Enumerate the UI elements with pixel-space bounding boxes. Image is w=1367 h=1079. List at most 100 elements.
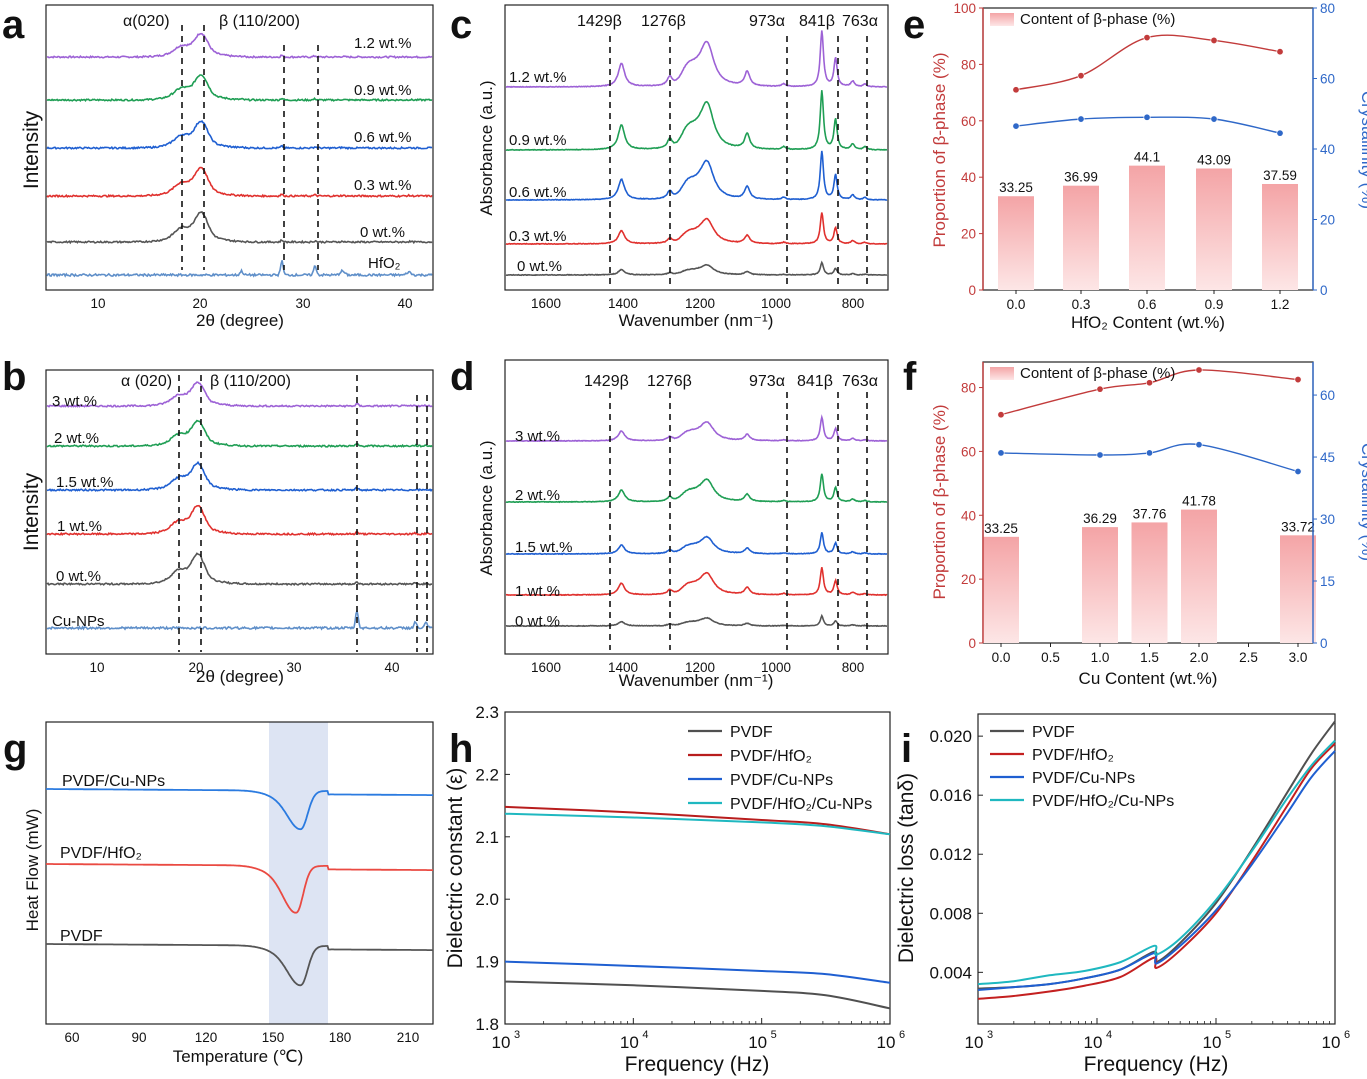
- x-tick-label: 10: [877, 1033, 896, 1052]
- bar-3: [1131, 522, 1168, 643]
- trace-label-a-2: 0.9 wt.%: [354, 82, 412, 99]
- trace-label-d-5: 0 wt.%: [515, 613, 560, 630]
- series-point-2-3: [1143, 113, 1151, 121]
- legend-label-4: PVDF/HfO₂/Cu-NPs: [730, 796, 872, 813]
- trace-label-d-1: 3 wt.%: [515, 428, 560, 445]
- x-tick-exponent: 5: [1225, 1029, 1231, 1041]
- panel-d-band-1: 1429β: [584, 373, 629, 390]
- bar-value-label-1: 33.25: [999, 180, 1033, 195]
- panel-e-y2label: Crystallinity (%): [1358, 91, 1367, 209]
- yleft-tick-label: 0: [968, 283, 976, 298]
- y-tick-label: 0.012: [929, 845, 972, 864]
- legend-label-2: PVDF/HfO₂: [730, 748, 812, 765]
- trace-label-c-5: 0 wt.%: [517, 258, 562, 275]
- panel-a-frame: [45, 4, 434, 291]
- panel-h-label: h: [449, 727, 473, 771]
- yleft-tick-label: 100: [953, 1, 976, 16]
- x-tick-label: 0.9: [1205, 297, 1224, 312]
- panel-c-band-4: 841β: [799, 13, 835, 30]
- legend-label-3: PVDF/Cu-NPs: [730, 772, 833, 789]
- ftir-trace-5: [505, 613, 888, 628]
- panel-b-xlabel: 2θ (degree): [196, 667, 284, 686]
- x-tick-label: 10: [620, 1033, 639, 1052]
- panel-b-xticks: 10 20 30 40: [89, 660, 399, 675]
- x-tick-label: 1.0: [1091, 650, 1110, 665]
- yleft-tick-label: 60: [961, 114, 976, 129]
- panel-a-alpha-label: α(020): [123, 13, 170, 30]
- legend-label-2: PVDF/HfO₂: [1032, 747, 1114, 764]
- yright-tick-label: 80: [1320, 1, 1335, 16]
- x-tick-label: 0.5: [1041, 650, 1060, 665]
- legend-label-1: PVDF: [730, 724, 773, 741]
- panel-h: h 1.81.92.02.12.22.310 3 10 4 10 5 10 6 PVDFPVD…: [444, 703, 905, 1076]
- line-series-4: [504, 812, 891, 836]
- panel-c-frame: [504, 4, 889, 291]
- series-point-2-2: [1096, 451, 1104, 459]
- panel-a-label: a: [2, 3, 25, 47]
- svg-text:1000: 1000: [761, 660, 791, 675]
- series-point-2-5: [1276, 129, 1284, 137]
- dsc-trace-3: [46, 943, 433, 987]
- yleft-tick-label: 40: [961, 508, 976, 523]
- panel-e-legend-swatch: [990, 13, 1014, 26]
- panel-b-beta-label: β (110/200): [210, 373, 291, 390]
- svg-text:90: 90: [131, 1030, 146, 1045]
- panel-e-xlabel: HfO₂ Content (wt.%): [1071, 313, 1225, 332]
- panel-c-band-2: 1276β: [641, 13, 686, 30]
- panel-e-label: e: [903, 3, 925, 47]
- panel-d-xticks: 1600 1400 1200 1000 800: [531, 660, 864, 675]
- x-tick-exponent: 3: [514, 1029, 520, 1041]
- trace-label-g-1: PVDF/Cu-NPs: [62, 773, 165, 790]
- y-tick-label: 1.9: [475, 953, 499, 972]
- series-point-1-2: [1096, 385, 1104, 393]
- ftir-trace-2: [505, 473, 888, 504]
- xrd-trace-3: [46, 119, 433, 151]
- x-tick-label: 2.5: [1239, 650, 1258, 665]
- x-tick-label: 10: [748, 1033, 767, 1052]
- x-tick-label: 10: [1084, 1033, 1103, 1052]
- svg-text:1200: 1200: [685, 660, 715, 675]
- yleft-tick-label: 80: [961, 381, 976, 396]
- panel-d-xlabel: Wavenumber (nm⁻¹): [619, 671, 774, 690]
- svg-text:1400: 1400: [608, 296, 638, 311]
- ftir-trace-4: [505, 212, 888, 246]
- bar-value-label-4: 41.78: [1182, 494, 1216, 509]
- bar-value-label-2: 36.99: [1064, 170, 1098, 185]
- panel-f-plot: 33.25 36.29 37.76 41.78 33.72 0 20 40 60 80 0 15 30 4…: [961, 362, 1335, 665]
- xrd-trace-6: [46, 607, 433, 631]
- panel-i-frame: [977, 713, 1336, 1025]
- panel-c: c 1429β 1276β 973α 841β 763α 1.2 wt.% 0.…: [450, 3, 889, 330]
- panel-h-xlabel: Frequency (Hz): [625, 1053, 770, 1076]
- bar-value-label-1: 33.25: [984, 521, 1018, 536]
- ftir-trace-4: [505, 567, 888, 597]
- panel-f-legend-swatch: [990, 367, 1014, 380]
- series-point-2-5: [1294, 468, 1302, 476]
- panel-a-ylabel: Intensity: [20, 110, 43, 189]
- x-tick-label: 0.3: [1072, 297, 1091, 312]
- panel-b-traces: [46, 381, 433, 631]
- series-point-1-4: [1210, 36, 1218, 44]
- panel-c-label: c: [450, 3, 472, 47]
- x-tick-label: 10: [965, 1033, 984, 1052]
- yleft-tick-label: 60: [961, 444, 976, 459]
- ftir-trace-1: [505, 414, 888, 443]
- trace-label-b-1: 3 wt.%: [52, 393, 97, 410]
- trace-label-c-4: 0.3 wt.%: [509, 228, 567, 245]
- x-tick-exponent: 3: [987, 1029, 993, 1041]
- svg-text:10: 10: [89, 660, 104, 675]
- panel-b-alpha-label: α (020): [121, 373, 172, 390]
- ftir-trace-3: [505, 150, 888, 202]
- trace-label-b-2: 2 wt.%: [54, 430, 99, 447]
- trace-label-b-6: Cu-NPs: [52, 613, 105, 630]
- panel-c-band-1: 1429β: [577, 13, 622, 30]
- xrd-trace-4: [46, 166, 433, 199]
- bar-3: [1129, 165, 1165, 290]
- ftir-trace-3: [505, 532, 888, 556]
- panel-f-legend-label: Content of β-phase (%): [1020, 365, 1175, 382]
- panel-c-ylabel: Absorbance (a.u.): [477, 80, 496, 215]
- line-series-2: [977, 742, 1336, 1000]
- bar-value-label-3: 44.1: [1134, 150, 1160, 165]
- series-point-1-1: [1012, 86, 1020, 94]
